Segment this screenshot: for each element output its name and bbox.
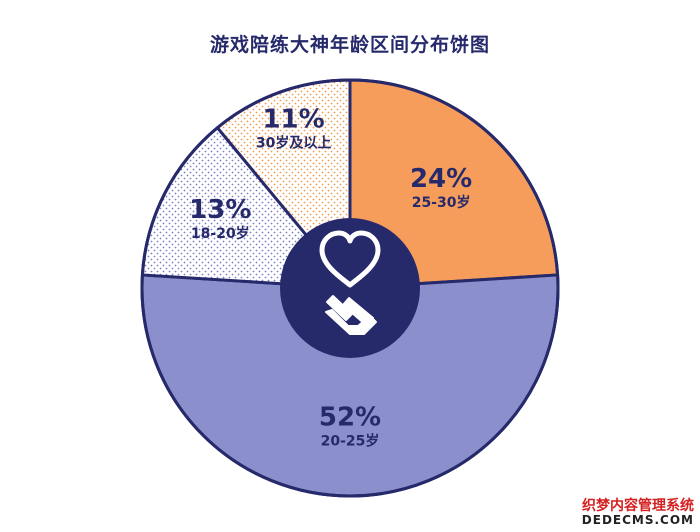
pie-outline <box>140 78 560 498</box>
finger-heart-icon <box>325 295 377 335</box>
slice-percent-label: 52% <box>319 402 381 432</box>
chart-title: 游戏陪练大神年龄区间分布饼图 <box>209 34 490 56</box>
slice-range-label: 18-20岁 <box>191 225 250 242</box>
slice-percent-label: 24% <box>410 164 472 194</box>
slice-range-label: 20-25岁 <box>321 432 380 449</box>
slice-range-label: 30岁及以上 <box>256 134 331 151</box>
center-disc <box>280 218 420 358</box>
slice-range-label: 25-30岁 <box>412 194 471 211</box>
watermark-line2: DEDECMS.COM <box>581 513 694 528</box>
watermark-line1: 织梦内容管理系统 <box>582 498 694 515</box>
slice-percent-label: 11% <box>262 104 324 134</box>
heart-icon <box>319 230 381 288</box>
watermark: 织梦内容管理系统 DEDECMS.COM <box>582 498 694 528</box>
slice-percent-label: 13% <box>189 195 251 225</box>
